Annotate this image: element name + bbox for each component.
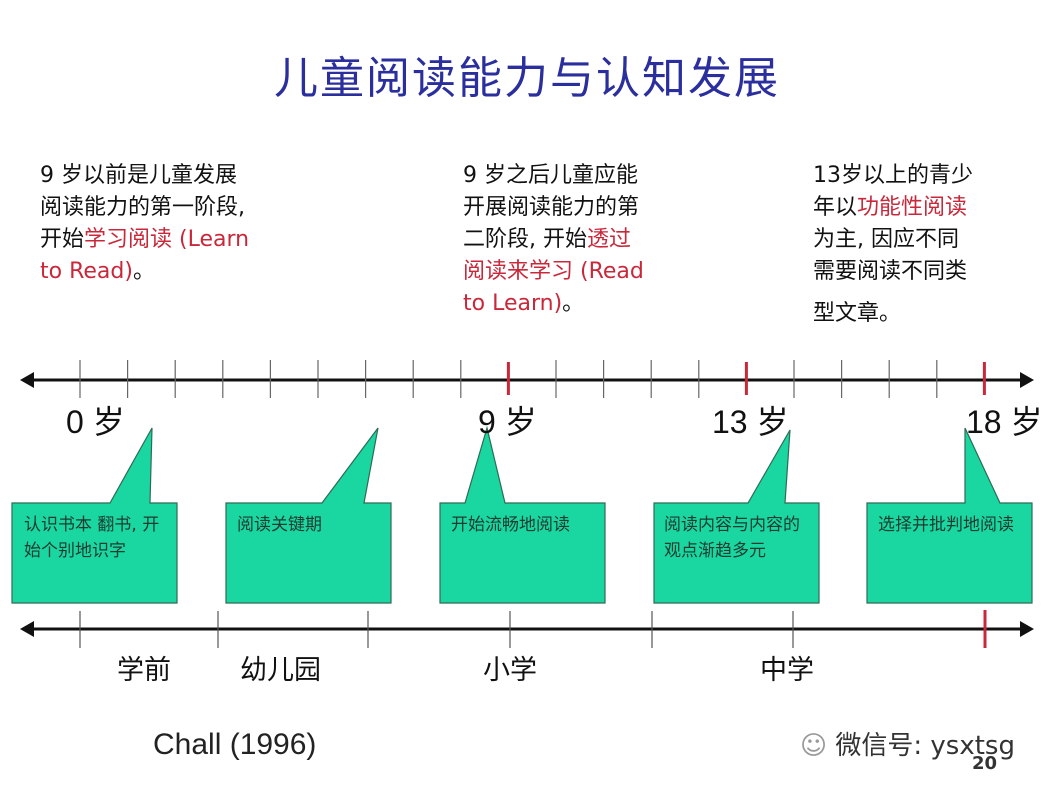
note-line: to Read)。 [40,256,249,288]
note-line: 开始学习阅读 (Learn [40,224,249,256]
callout-text-5: 选择并批判地阅读 [878,515,1014,535]
callout-shapes [11,425,1033,604]
watermark: ☺ 微信号: ysxtsg [800,725,1015,762]
page-number: 20 [972,753,998,774]
note-line: 为主, 因应不同 [813,224,973,256]
note-line: 13岁以上的青少 [813,160,973,192]
note-text: 9 岁之后儿童应能 [463,163,638,188]
callout-box [866,427,1033,604]
slide-title: 儿童阅读能力与认知发展 [274,53,780,104]
note-line: to Learn)。 [463,288,644,320]
callout-text-4: 阅读内容与内容的观点渐趋多元 [664,515,800,561]
highlight-text: 阅读来学习 (Read [463,259,644,284]
note-text: 需要阅读不同类 [813,259,968,284]
watermark-text: 微信号: ysxtsg [835,731,1015,761]
note-text: 二阶段, 开始 [463,227,587,252]
note-before-9: 9 岁以前是儿童发展 阅读能力的第一阶段, 开始学习阅读 (Learn to Read… [40,160,249,288]
arrow-left-icon [20,372,34,388]
note-text: 。 [132,259,155,284]
note-line: 型文章。 [813,298,973,330]
citation: Chall (1996) [153,728,317,761]
stage-preschool: 学前 [117,655,171,686]
arrow-left-icon [20,621,34,637]
stage-secondary: 中学 [760,655,814,686]
callout-box [225,427,392,604]
note-line: 需要阅读不同类 [813,256,973,288]
age-axis [20,360,1034,398]
note-line: 开展阅读能力的第 [463,192,644,224]
age-label-0: 0 岁 [66,404,125,440]
callout-box [11,427,178,604]
note-line: 阅读来学习 (Read [463,256,644,288]
highlight-text: to Read) [40,259,133,284]
note-line: 9 岁之后儿童应能 [463,160,644,192]
note-text: 为主, 因应不同 [813,227,959,252]
note-text: 9 岁以前是儿童发展 [40,163,237,188]
school-axis [20,610,1034,648]
age-label-13: 13 岁 [712,404,789,440]
note-text: 型文章。 [813,301,902,326]
note-line: 年以功能性阅读 [813,192,973,224]
callout-text-2: 阅读关键期 [237,515,322,535]
note-line: 阅读能力的第一阶段, [40,192,249,224]
note-over-13: 13岁以上的青少 年以功能性阅读 为主, 因应不同 需要阅读不同类 型文章。 [813,160,973,330]
callout-text-1: 认识书本 翻书, 开始个别地识字 [24,515,160,561]
note-text: 开始 [40,227,85,252]
arrow-right-icon [1020,621,1034,637]
highlight-text: 透过 [587,227,632,252]
callout-text-3: 开始流畅地阅读 [451,515,570,535]
age-label-18: 18 岁 [966,404,1043,440]
note-line: 二阶段, 开始透过 [463,224,644,256]
note-text: 年以 [813,195,858,220]
highlight-text: 学习阅读 (Learn [84,227,250,252]
stage-primary: 小学 [483,655,537,686]
stage-kindergarten: 幼儿园 [240,655,321,686]
note-text: 阅读能力的第一阶段, [40,195,245,220]
note-text: 13岁以上的青少 [813,163,973,188]
age-label-9: 9 岁 [478,404,537,440]
highlight-text: to Learn) [463,291,563,316]
callout-box [653,429,820,604]
note-text: 开展阅读能力的第 [463,195,640,220]
arrow-right-icon [1020,372,1034,388]
highlight-text: 功能性阅读 [857,195,968,220]
wechat-icon: ☺ [800,731,836,761]
note-text: 。 [562,291,585,316]
callout-box [439,425,606,604]
note-line: 9 岁以前是儿童发展 [40,160,249,192]
note-after-9: 9 岁之后儿童应能 开展阅读能力的第 二阶段, 开始透过 阅读来学习 (Read to … [463,160,644,320]
